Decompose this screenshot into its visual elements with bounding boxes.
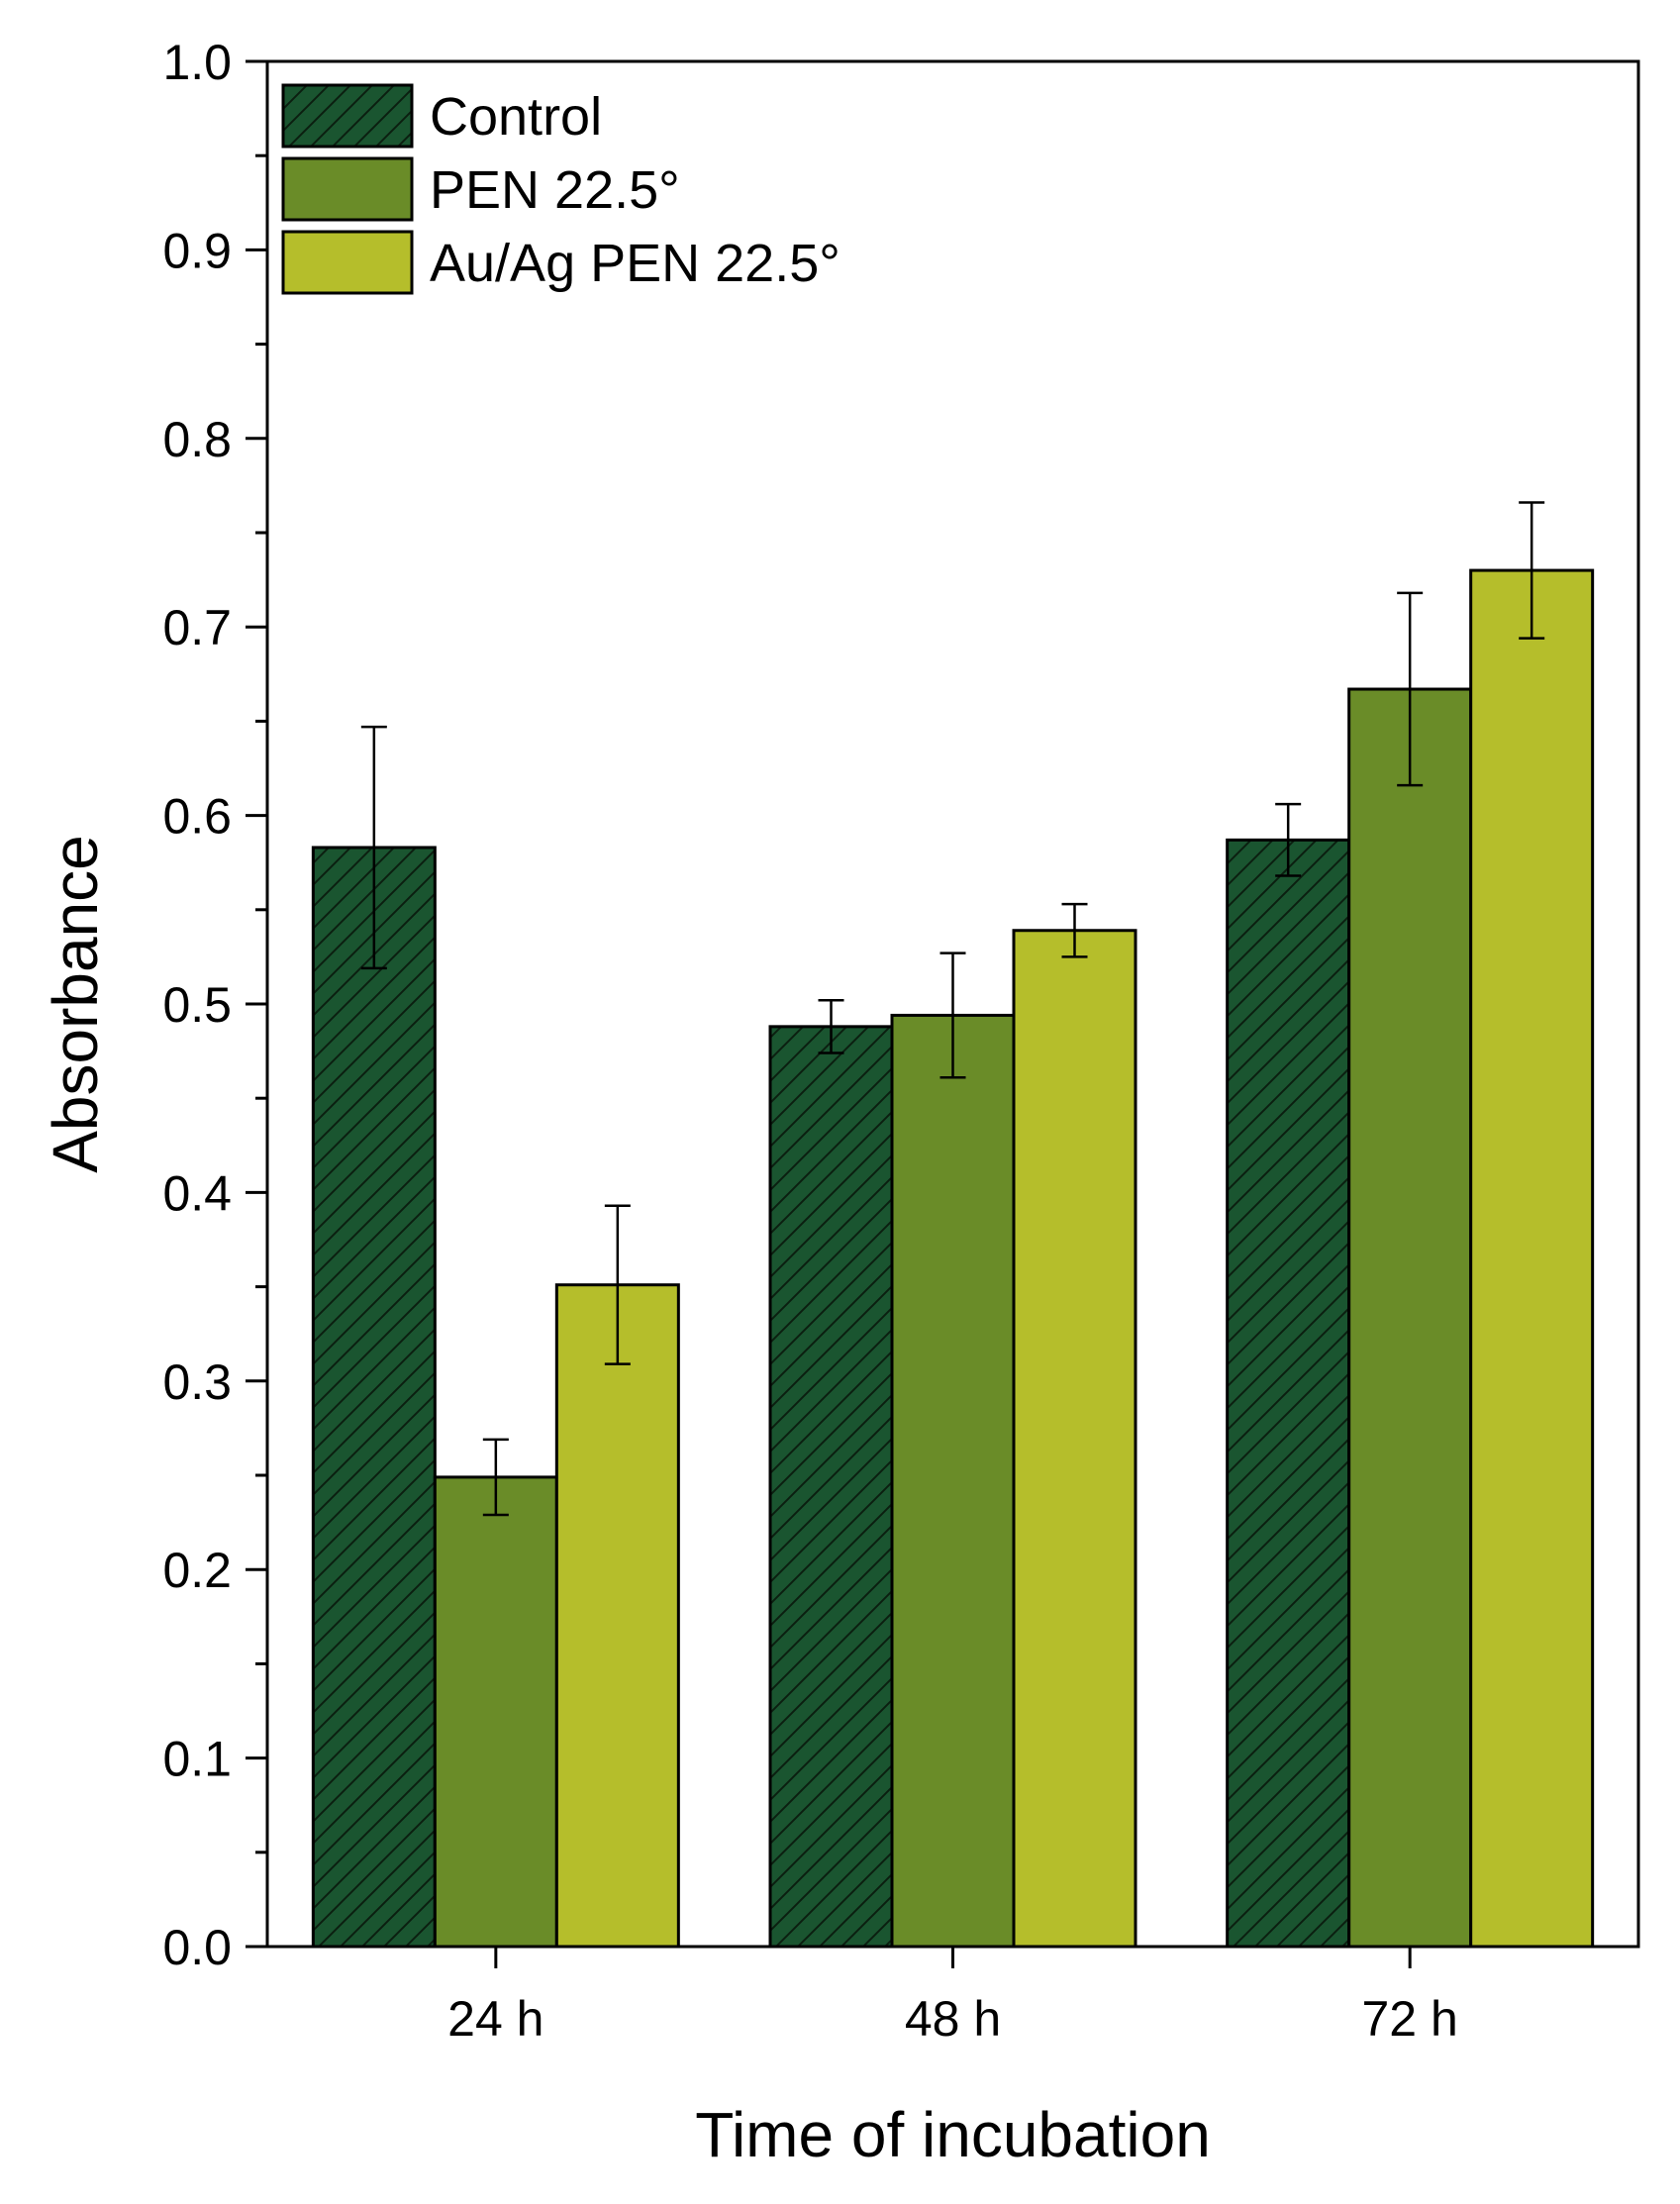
bar-2-48h — [890, 1013, 1016, 1949]
error-bar-3-48h — [1061, 902, 1088, 958]
y-axis-title: Absorbance — [40, 835, 111, 1173]
bars-layer — [311, 568, 1595, 1949]
x-tick-label: 48 h — [905, 1991, 1001, 2047]
x-axis: 24 h 48 h 72 h — [447, 1947, 1458, 2047]
y-tick-label: 0.4 — [162, 1165, 232, 1221]
y-tick-label: 0.1 — [162, 1732, 232, 1787]
error-bar-2-24h — [482, 1438, 509, 1517]
y-tick-label: 0.9 — [162, 223, 232, 278]
bar-2-24h — [433, 1475, 558, 1949]
y-tick-label: 0.0 — [162, 1920, 232, 1975]
error-bar-3-72h — [1519, 501, 1545, 640]
legend-label-3: Au/Ag PEN 22.5° — [430, 234, 840, 293]
y-tick-label: 1.0 — [162, 35, 232, 90]
error-bar-1-72h — [1275, 802, 1302, 877]
error-bars-layer — [360, 501, 1545, 1517]
bar-2-72h — [1347, 687, 1473, 1949]
y-tick-label: 0.2 — [162, 1543, 232, 1598]
legend-swatch-3 — [281, 230, 414, 295]
bar-1-24h — [311, 846, 437, 1949]
bar-3-72h — [1469, 568, 1595, 1949]
y-tick-label: 0.7 — [162, 600, 232, 655]
legend-swatch-1 — [281, 83, 414, 149]
legend: Control PEN 22.5° Au/Ag PEN 22.5° — [281, 83, 840, 295]
error-bar-2-72h — [1397, 591, 1424, 787]
x-axis-title: Time of incubation — [695, 2099, 1211, 2170]
x-tick-label: 72 h — [1362, 1991, 1458, 2047]
y-tick-label: 0.5 — [162, 977, 232, 1033]
error-bar-1-48h — [818, 998, 844, 1054]
legend-label-2: PEN 22.5° — [430, 160, 680, 220]
error-bar-3-24h — [604, 1204, 631, 1365]
bar-3-24h — [554, 1283, 680, 1949]
bar-1-48h — [768, 1025, 894, 1949]
error-bar-2-48h — [939, 952, 966, 1079]
legend-swatch-2 — [281, 156, 414, 222]
error-bar-1-24h — [360, 725, 387, 970]
y-tick-label: 0.3 — [162, 1354, 232, 1410]
y-tick-label: 0.6 — [162, 789, 232, 845]
legend-label-1: Control — [430, 87, 602, 147]
bar-1-72h — [1226, 838, 1351, 1949]
bar-3-48h — [1012, 929, 1137, 1949]
y-axis: 0.0 0.1 0.2 0.3 0.4 0.5 0.6 0.7 0.8 0.9 1.0 — [162, 35, 267, 1975]
x-tick-label: 24 h — [447, 1991, 544, 2047]
y-tick-label: 0.8 — [162, 412, 232, 467]
